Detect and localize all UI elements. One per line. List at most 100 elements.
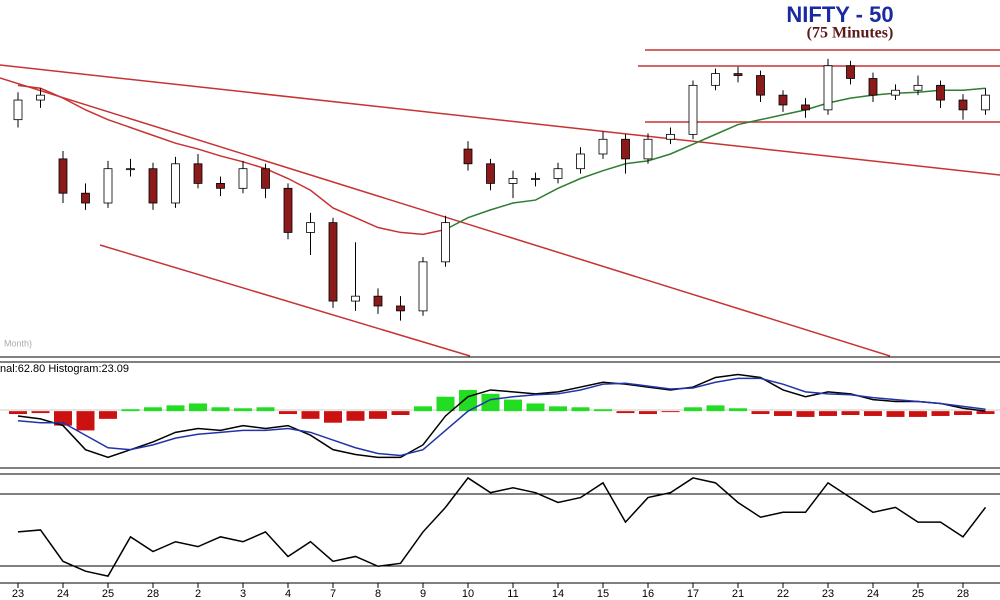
candle-body (778, 94, 788, 106)
x-tick-label: 25 (912, 588, 924, 600)
candle-body (553, 168, 563, 179)
candle-body (441, 222, 450, 263)
candle-body (103, 168, 113, 204)
histogram-bar (189, 403, 207, 412)
candle-body (823, 65, 833, 111)
candle-body (58, 158, 68, 194)
x-tick-label: 21 (732, 588, 744, 600)
x-tick-label: 25 (102, 588, 114, 600)
candle-body (238, 168, 248, 189)
x-tick-label: 7 (330, 588, 336, 600)
candle-body (756, 75, 765, 96)
candle-body (373, 295, 383, 307)
histogram-bar (819, 411, 837, 416)
candle-body (328, 222, 338, 302)
chart-subtitle: (75 Minutes) (807, 25, 894, 42)
histogram-bar (391, 411, 410, 415)
candle-body (171, 163, 180, 204)
candle-body (531, 178, 540, 180)
x-tick-label: 8 (375, 588, 381, 600)
candle-body (148, 168, 158, 204)
x-tick-label: 4 (285, 588, 291, 600)
histogram-bar (526, 403, 545, 412)
histogram-bar (369, 411, 387, 419)
histogram-bar (31, 411, 50, 414)
candle-body (13, 99, 23, 121)
x-tick-label: 14 (552, 588, 564, 600)
candle-body (621, 138, 630, 160)
chart-title: NIFTY - 50 (786, 2, 893, 27)
candle-body (306, 222, 315, 233)
histogram-bar (234, 408, 252, 412)
candle-body (283, 187, 293, 233)
line-series (17, 377, 986, 457)
candle-body (666, 133, 675, 140)
histogram-bar (549, 406, 567, 412)
histogram-bar (436, 396, 455, 412)
x-tick-label: 28 (147, 588, 159, 600)
candle-body (486, 163, 495, 184)
histogram-bar (684, 407, 702, 412)
histogram-bar (774, 411, 792, 416)
candle-body (958, 99, 968, 111)
candle-body (126, 168, 135, 171)
x-tick-label: 16 (642, 588, 654, 600)
histogram-bar (864, 411, 882, 416)
candle-body (81, 192, 90, 204)
histogram-bar (166, 405, 185, 412)
histogram-bar (481, 393, 500, 412)
candle-body (688, 84, 698, 135)
histogram-bar (796, 411, 815, 417)
histogram-bar (279, 411, 297, 415)
line-series (17, 476, 987, 577)
histogram-bar (751, 411, 770, 415)
x-tick-label: 3 (240, 588, 246, 600)
trend-line (99, 244, 471, 357)
x-tick-label: 23 (12, 588, 24, 600)
candle-body (463, 148, 473, 165)
candle-body (868, 78, 878, 96)
x-tick-label: 22 (777, 588, 789, 600)
x-tick-label: 24 (57, 588, 69, 600)
x-tick-label: 2 (195, 588, 201, 600)
candle-body (801, 104, 810, 111)
histogram-bar (706, 405, 725, 412)
histogram-bar (301, 411, 320, 419)
histogram-bar (616, 411, 635, 414)
histogram-bar (144, 407, 162, 412)
candle-body (936, 84, 945, 101)
candle-body (261, 168, 270, 189)
histogram-bar (909, 411, 927, 417)
candle-body (598, 138, 608, 155)
candle-body (846, 65, 855, 79)
macd-header: nal:62.80 Histogram:23.09 (0, 363, 129, 375)
histogram-bar (504, 399, 522, 412)
candle-body (643, 138, 653, 160)
x-tick-label: 24 (867, 588, 879, 600)
candle-body (351, 295, 360, 302)
x-tick-label: 15 (597, 588, 609, 600)
line-series (17, 84, 446, 236)
histogram-bar (9, 411, 27, 415)
candle-body (981, 94, 990, 111)
histogram-bar (729, 408, 747, 412)
histogram-bar (346, 411, 365, 421)
x-tick-label: 17 (687, 588, 699, 600)
candle-body (913, 84, 923, 91)
histogram-bar (99, 411, 117, 419)
candle-body (216, 183, 225, 189)
candle-body (396, 305, 405, 312)
x-tick-label: 9 (420, 588, 426, 600)
histogram-bar (414, 406, 432, 412)
annotation: Month) (4, 338, 32, 348)
histogram-bar (639, 411, 657, 415)
histogram-bar (324, 411, 342, 423)
histogram-bar (886, 411, 905, 417)
candle-body (891, 89, 900, 96)
histogram-bar (954, 411, 972, 415)
x-tick-label: 10 (462, 588, 474, 600)
histogram-bar (256, 407, 275, 412)
histogram-bar (594, 409, 612, 412)
histogram-bar (841, 411, 860, 415)
